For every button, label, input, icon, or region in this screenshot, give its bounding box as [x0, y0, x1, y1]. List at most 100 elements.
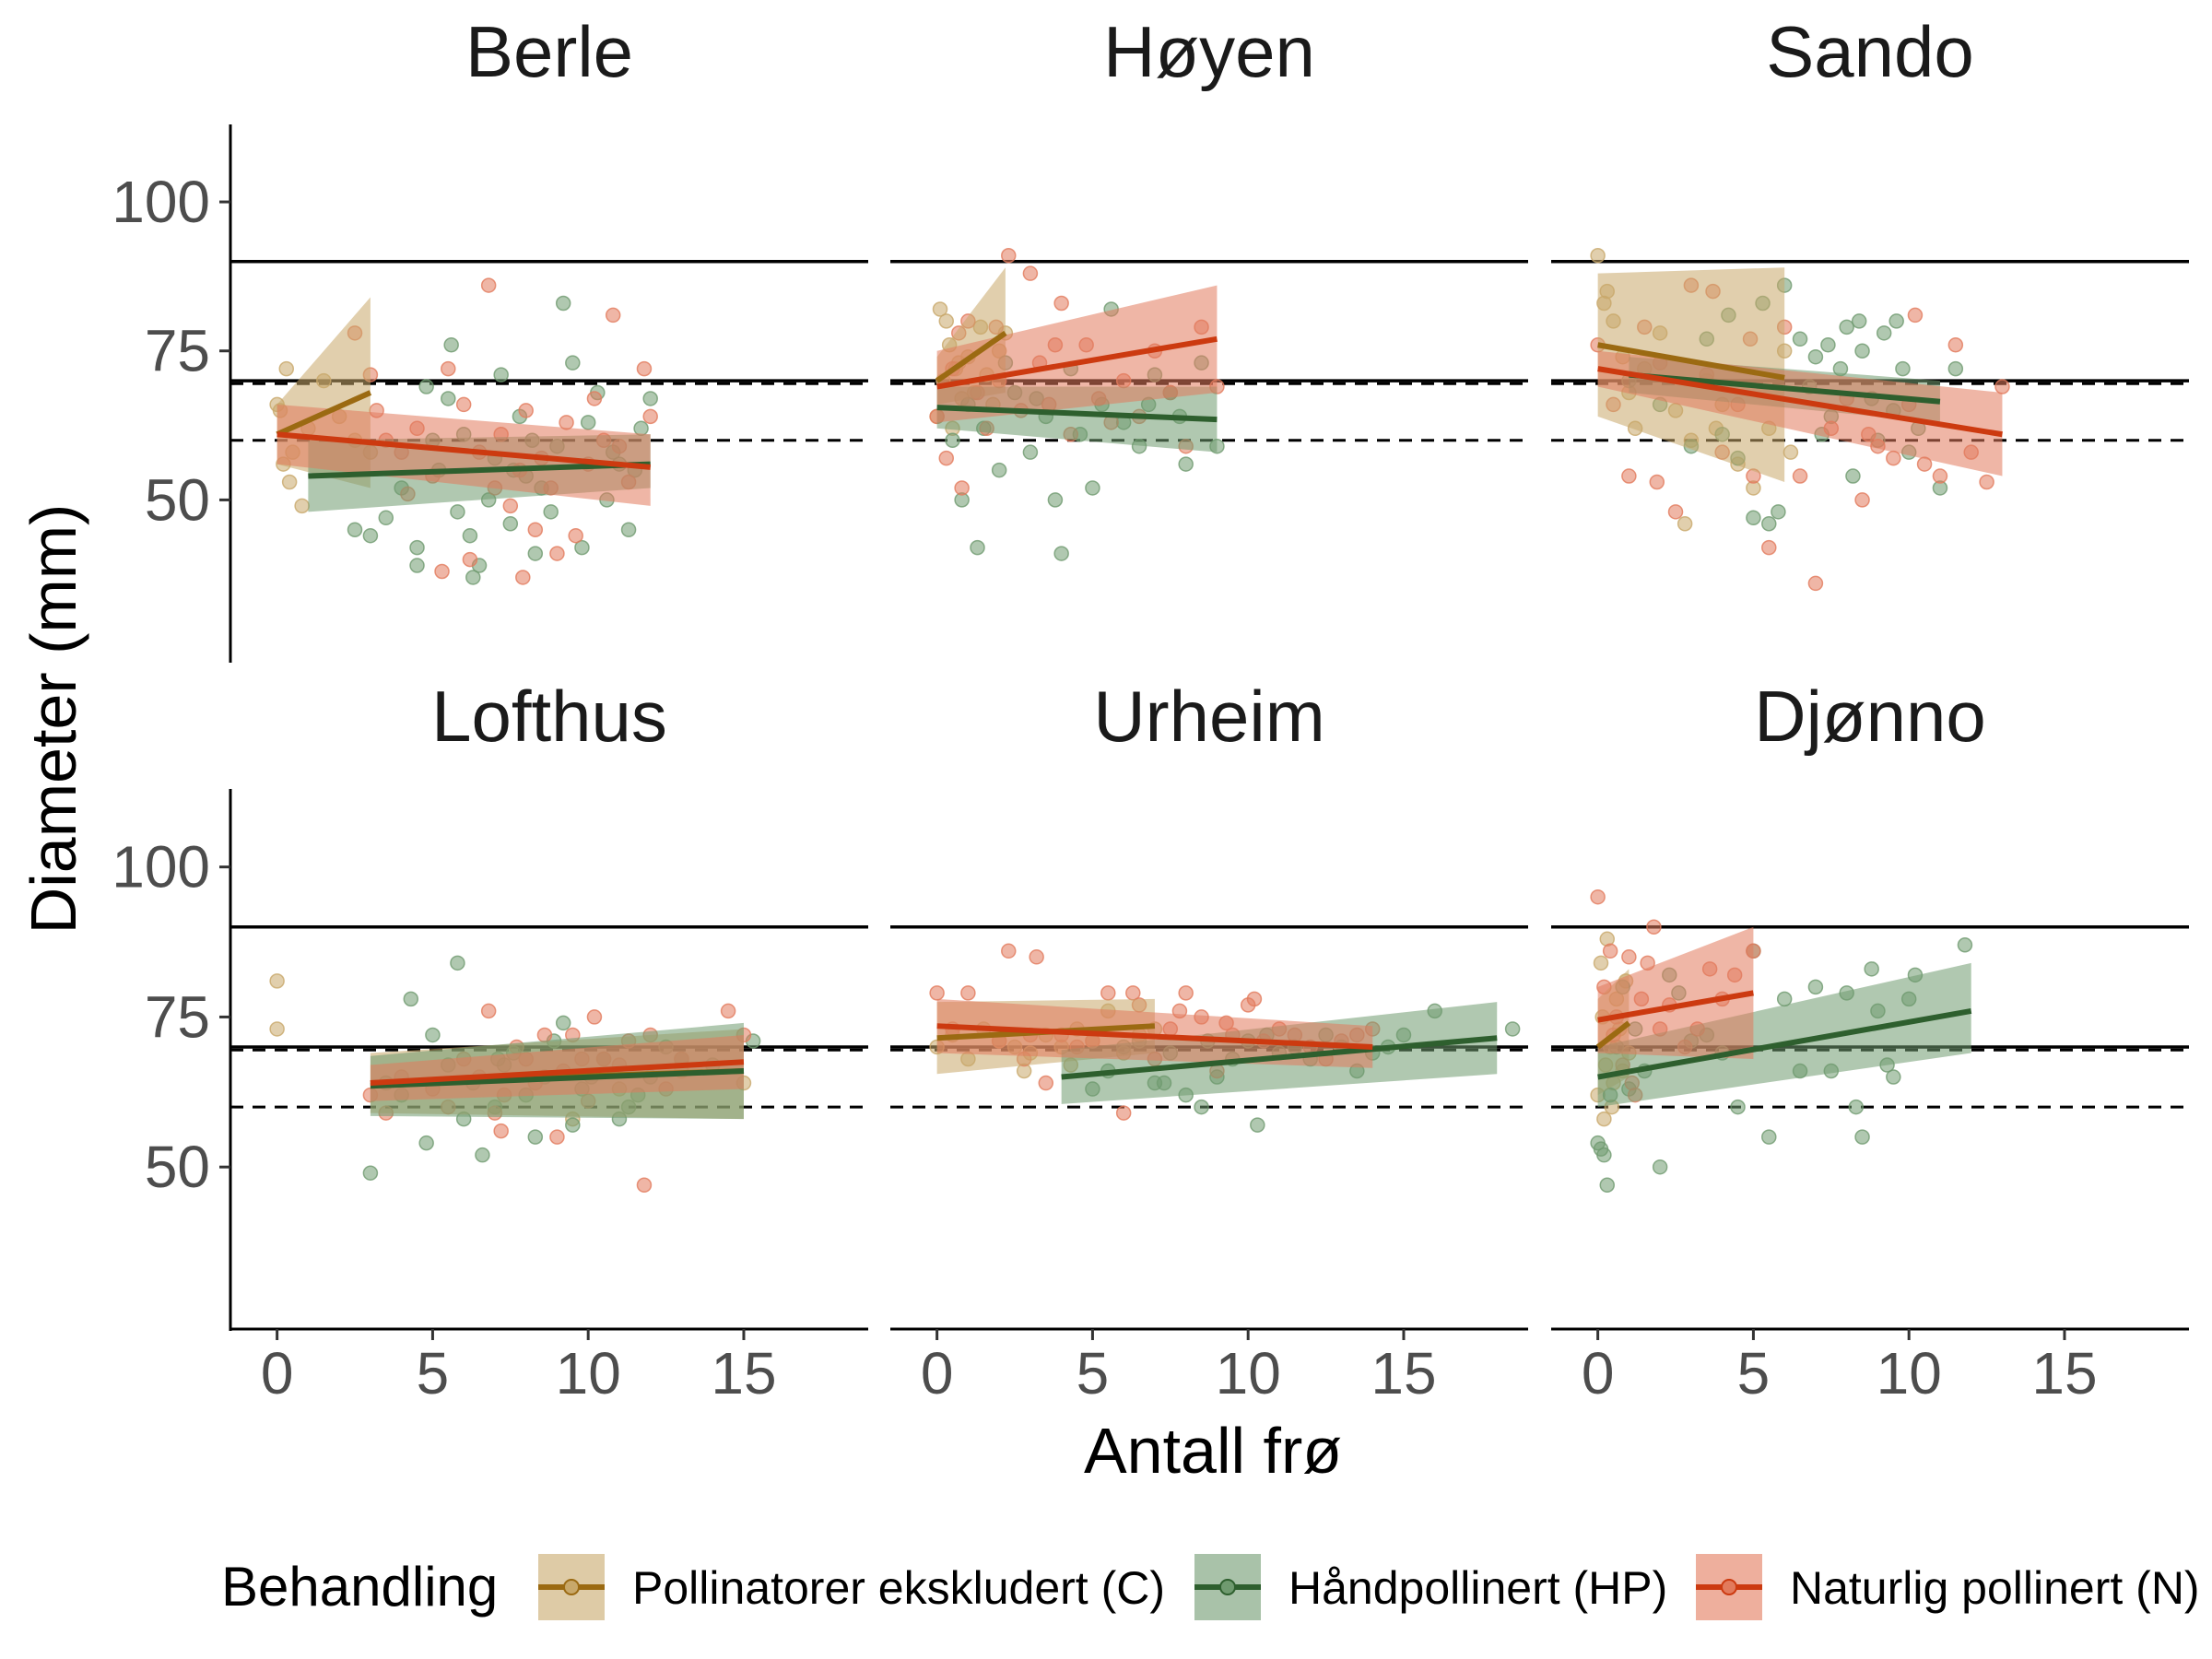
point-hp: [1593, 1141, 1609, 1157]
point-n: [549, 1129, 565, 1145]
point-hp: [425, 1027, 441, 1043]
y-axis-title: Diameter (mm): [18, 504, 89, 935]
point-c: [938, 313, 955, 329]
point-n: [1979, 474, 1994, 490]
point-n: [515, 570, 531, 585]
panel-høyen: Høyen: [890, 11, 1528, 561]
point-hp: [1888, 313, 1904, 329]
point-hp: [527, 1129, 544, 1145]
point-n: [1038, 1075, 1054, 1091]
fit-line-hp: [1061, 1035, 1498, 1080]
point-hp: [574, 539, 590, 556]
x-tick-label: 10: [556, 1340, 621, 1406]
panel-berle: Berle 50 75 100: [112, 11, 868, 663]
point-hp: [1947, 360, 1964, 377]
panel-sando: Sando: [1551, 11, 2189, 592]
legend-label-n: Naturlig pollinert (N): [1790, 1562, 2200, 1614]
point-hp: [1854, 1129, 1870, 1145]
ci-band-n: [936, 285, 1218, 423]
y-tick-label: 50: [145, 466, 210, 533]
panel-title: Høyen: [1103, 11, 1315, 92]
point-hp: [443, 337, 459, 353]
ci-band-hp: [1597, 962, 1971, 1108]
point-hp: [1761, 516, 1777, 532]
point-hp: [1250, 1117, 1265, 1133]
point-hp: [1807, 348, 1824, 365]
point-c: [1677, 516, 1693, 532]
point-hp: [1194, 1099, 1209, 1115]
point-n: [1053, 295, 1069, 312]
point-n: [1115, 1105, 1132, 1121]
point-n: [462, 551, 478, 568]
fit-line-c: [1595, 1020, 1631, 1050]
point-c: [1590, 248, 1606, 264]
point-hp: [580, 415, 596, 430]
point-n: [1029, 949, 1044, 965]
point-n: [636, 360, 653, 377]
panel-title: Urheim: [1093, 676, 1324, 757]
fit-line-n: [1597, 990, 1754, 1023]
point-n: [1178, 985, 1194, 1001]
point-hp: [555, 295, 571, 312]
y-tick-label: 100: [112, 834, 210, 900]
point-hp: [1504, 1021, 1521, 1037]
point-hp: [1022, 444, 1039, 460]
point-n: [954, 480, 970, 496]
point-hp: [1807, 979, 1824, 995]
ci-band-n: [1597, 926, 1754, 1059]
point-hp: [475, 1147, 490, 1163]
fit-line-n: [1597, 366, 2003, 438]
point-n: [441, 360, 456, 377]
point-hp: [1851, 313, 1867, 329]
point-n: [1001, 248, 1017, 264]
point-hp: [565, 1117, 581, 1133]
x-tick-label: 15: [711, 1340, 776, 1406]
x-tick-label: 15: [2031, 1340, 2097, 1406]
point-hp: [1845, 468, 1861, 484]
point-hp: [527, 546, 544, 561]
x-tick-label: 10: [1216, 1340, 1281, 1406]
point-n: [586, 391, 603, 406]
point-hp: [642, 391, 658, 406]
point-hp: [493, 367, 509, 382]
fit-line-c: [1597, 342, 1785, 381]
point-n: [1667, 504, 1684, 520]
point-hp: [1599, 1177, 1616, 1193]
ci-band-n: [936, 998, 1373, 1068]
legend-key-point-c: [563, 1579, 580, 1595]
x-tick-label: 5: [417, 1340, 450, 1406]
point-hp: [1085, 480, 1100, 496]
point-n: [720, 1003, 736, 1019]
point-n: [527, 522, 544, 537]
point-hp: [409, 539, 425, 556]
point-n: [1792, 468, 1808, 484]
point-hp: [1776, 991, 1793, 1007]
point-hp: [1047, 492, 1064, 508]
legend: Behandling Pollinatorer ekskludert (C) Hån…: [221, 1554, 2200, 1620]
point-n: [549, 546, 565, 561]
point-n: [480, 1003, 497, 1019]
fit-line-hp: [370, 1068, 745, 1089]
point-hp: [441, 391, 456, 406]
point-hp: [1761, 1129, 1777, 1145]
point-hp: [991, 462, 1007, 478]
point-hp: [450, 955, 465, 971]
fit-line-hp: [1629, 371, 1941, 405]
point-hp: [1957, 937, 1973, 953]
point-c: [1783, 444, 1799, 460]
point-n: [1907, 307, 1924, 324]
point-hp: [555, 1015, 571, 1031]
point-hp: [502, 516, 519, 532]
legend-label-c: Pollinatorer ekskludert (C): [632, 1562, 1165, 1614]
point-n: [1761, 539, 1777, 556]
legend-title: Behandling: [221, 1556, 498, 1618]
x-tick-label: 15: [1371, 1340, 1436, 1406]
x-tick-label: 0: [921, 1340, 954, 1406]
point-c: [1593, 955, 1609, 971]
x-tick-label: 0: [261, 1340, 294, 1406]
point-hp: [1652, 1159, 1668, 1175]
point-hp: [1820, 337, 1836, 353]
point-hp: [418, 379, 434, 394]
x-tick-label: 0: [1582, 1340, 1615, 1406]
